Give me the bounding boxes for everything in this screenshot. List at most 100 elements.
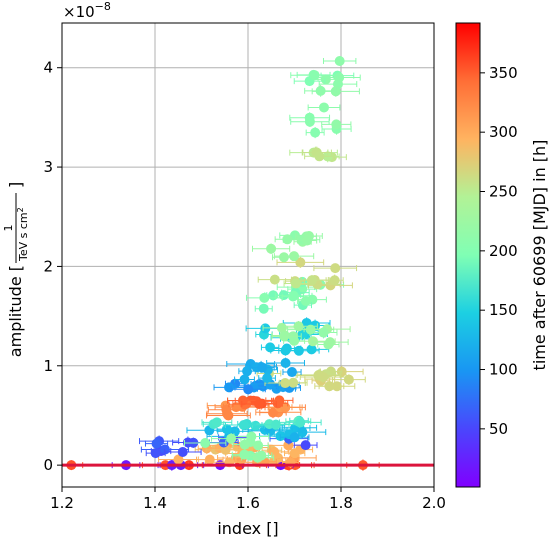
data-point — [262, 373, 273, 384]
colorbar-tick-label: 50 — [489, 420, 508, 438]
colorbar-ticks: 50 100 150 200 250 300 350 — [480, 64, 518, 438]
data-point — [293, 321, 304, 332]
colorbar-tick-label: 300 — [489, 123, 518, 141]
data-point — [265, 342, 276, 353]
y-tick-label: 2 — [43, 257, 53, 275]
colorbar-tick-label: 200 — [489, 242, 518, 260]
colorbar-tick-label: 350 — [489, 64, 518, 82]
data-point — [307, 336, 318, 347]
data-point — [302, 235, 313, 246]
y-tick-label: 0 — [43, 456, 53, 474]
data-point — [257, 362, 268, 373]
data-point — [269, 274, 280, 285]
data-point — [253, 440, 264, 451]
data-point — [300, 295, 311, 306]
data-point — [270, 419, 281, 430]
data-point — [276, 322, 287, 333]
data-point — [318, 102, 329, 113]
colorbar-tick-label: 100 — [489, 361, 518, 379]
data-point — [289, 432, 300, 443]
x-tick-label: 1.4 — [143, 494, 167, 512]
y-axis-ticks: 0 1 2 3 4 — [43, 59, 62, 474]
y-offset-exponent: −8 — [95, 0, 111, 13]
data-point — [314, 151, 325, 162]
data-point — [306, 275, 317, 286]
data-point — [239, 439, 250, 450]
y-tick-label: 1 — [43, 357, 53, 375]
data-point — [280, 345, 291, 356]
x-axis-label: index [] — [217, 519, 278, 538]
colorbar — [455, 22, 481, 488]
data-point — [320, 74, 331, 85]
data-point — [287, 367, 298, 378]
data-point — [325, 337, 336, 348]
data-point — [200, 438, 211, 449]
colorbar-tick-label: 250 — [489, 183, 518, 201]
data-point — [304, 112, 315, 123]
data-point — [204, 454, 215, 465]
y-axis-label-denominator: TeV s cm2 — [16, 207, 30, 262]
data-point — [289, 335, 300, 346]
data-point — [289, 251, 300, 262]
data-point — [211, 417, 222, 428]
data-point — [272, 398, 283, 409]
data-point — [297, 427, 308, 438]
x-tick-label: 1.2 — [50, 494, 74, 512]
data-point — [238, 419, 249, 430]
data-point — [329, 275, 340, 286]
y-offset-text: ×10−8 — [63, 0, 111, 21]
data-point — [239, 374, 250, 385]
data-point — [280, 378, 291, 389]
data-point — [280, 358, 291, 369]
data-point — [221, 424, 232, 435]
data-point — [282, 234, 293, 245]
data-point — [266, 243, 277, 254]
data-point — [300, 440, 311, 451]
data-point — [150, 448, 161, 459]
y-axis-label-suffix: ] — [6, 182, 25, 188]
data-point — [224, 382, 235, 393]
x-tick-label: 1.8 — [329, 494, 353, 512]
data-points — [62, 55, 380, 471]
x-tick-label: 1.6 — [236, 494, 260, 512]
data-point — [242, 366, 253, 377]
data-point — [324, 381, 335, 392]
y-axis-label-prefix: amplitude [ — [6, 265, 25, 357]
data-point — [318, 327, 329, 338]
data-point — [173, 454, 184, 465]
data-point — [254, 398, 265, 409]
data-point — [330, 263, 341, 274]
data-point — [226, 433, 237, 444]
data-point — [313, 370, 324, 381]
grid-lines — [61, 23, 435, 487]
data-point — [239, 449, 250, 460]
data-point — [295, 257, 306, 268]
data-point — [334, 72, 345, 83]
data-point — [297, 329, 308, 340]
data-point — [267, 407, 278, 418]
data-point — [331, 119, 342, 130]
data-point — [259, 292, 270, 303]
data-point — [177, 446, 188, 457]
data-point — [289, 448, 300, 459]
data-point — [256, 450, 267, 461]
data-point — [334, 55, 345, 66]
data-point — [295, 417, 306, 428]
y-axis-label-numerator: 1 — [2, 225, 15, 232]
y-tick-label: 3 — [43, 158, 53, 176]
data-point — [182, 437, 193, 448]
data-point — [306, 344, 317, 355]
data-point — [343, 374, 354, 385]
data-point — [151, 438, 162, 449]
data-point — [221, 404, 232, 415]
data-point — [309, 70, 320, 81]
data-point — [278, 252, 289, 263]
data-point — [243, 384, 254, 395]
x-tick-label: 2.0 — [422, 494, 446, 512]
colorbar-tick-label: 150 — [489, 301, 518, 319]
data-point — [310, 127, 321, 138]
data-point — [279, 331, 290, 342]
y-tick-label: 4 — [43, 59, 53, 77]
data-point — [315, 85, 326, 96]
